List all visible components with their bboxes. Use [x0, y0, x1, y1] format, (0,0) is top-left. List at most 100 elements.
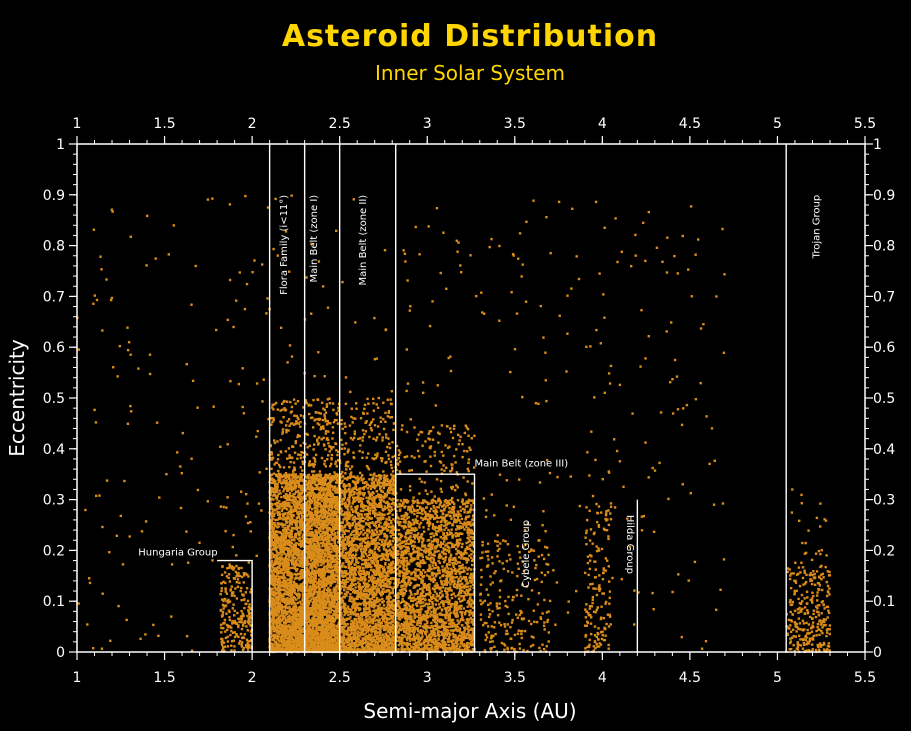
scatter-point: [278, 644, 281, 647]
scatter-point: [287, 502, 290, 505]
scatter-point: [326, 551, 329, 554]
scatter-point: [298, 606, 301, 609]
scatter-point: [300, 623, 303, 627]
scatter-point: [330, 499, 333, 502]
scatter-point: [273, 534, 276, 537]
scatter-point: [332, 603, 335, 606]
scatter-point: [280, 626, 284, 629]
scatter-point: [296, 586, 299, 589]
scatter-point: [335, 574, 339, 577]
scatter-point: [293, 649, 297, 653]
scatter-point: [332, 623, 336, 626]
scatter-point: [325, 423, 329, 426]
scatter-point: [297, 572, 300, 576]
scatter-point: [238, 574, 242, 578]
scatter-point: [297, 613, 300, 616]
scatter-point: [307, 568, 310, 572]
scatter-point: [308, 586, 311, 589]
scatter-point: [318, 552, 322, 555]
scatter-point: [277, 453, 280, 457]
scatter-point: [302, 593, 305, 596]
scatter-point: [285, 431, 288, 434]
scatter-point: [272, 648, 275, 651]
scatter-point: [276, 458, 280, 461]
scatter-point: [308, 504, 311, 507]
scatter-point: [247, 609, 250, 612]
scatter-point: [277, 566, 280, 569]
scatter-point: [299, 606, 302, 609]
scatter-point: [330, 574, 334, 577]
scatter-point: [284, 530, 287, 534]
scatter-point: [237, 624, 240, 627]
scatter-point: [247, 561, 250, 564]
scatter-point: [285, 533, 288, 537]
scatter-point: [248, 622, 251, 625]
scatter-point: [281, 408, 284, 411]
scatter-point: [284, 581, 288, 584]
scatter-point: [318, 641, 321, 644]
scatter-point: [233, 566, 236, 569]
scatter-point: [306, 582, 309, 585]
scatter-point: [297, 526, 300, 529]
scatter-point: [292, 580, 296, 584]
scatter-point: [273, 620, 276, 624]
scatter-point: [316, 640, 320, 643]
scatter-point: [272, 498, 275, 501]
scatter-point: [281, 428, 285, 431]
scatter-point: [306, 519, 309, 522]
scatter-point: [295, 642, 298, 645]
scatter-point: [317, 560, 320, 563]
scatter-point: [283, 538, 286, 541]
scatter-point: [306, 580, 309, 583]
scatter-point: [281, 585, 284, 588]
scatter-point: [296, 416, 299, 419]
scatter-point: [282, 518, 285, 521]
scatter-point: [286, 539, 289, 542]
scatter-point: [291, 586, 295, 589]
scatter-point: [221, 565, 224, 568]
scatter-point: [329, 479, 332, 482]
scatter-point: [329, 422, 332, 425]
scatter-point: [327, 430, 330, 433]
scatter-point: [221, 649, 224, 652]
scatter-point: [310, 527, 313, 530]
scatter-point: [300, 589, 303, 592]
scatter-point: [321, 483, 324, 487]
scatter-point: [321, 497, 324, 500]
scatter-point: [302, 478, 305, 481]
scatter-point: [276, 617, 279, 620]
scatter-point: [330, 632, 333, 635]
scatter-point: [333, 604, 337, 608]
scatter-point: [275, 498, 279, 501]
scatter-point: [288, 519, 292, 523]
scatter-point: [333, 599, 336, 603]
scatter-point: [297, 617, 300, 621]
scatter-point: [327, 474, 330, 477]
scatter-point: [269, 478, 273, 481]
scatter-point: [326, 625, 329, 629]
scatter-point: [320, 590, 324, 594]
scatter-point: [318, 591, 321, 594]
scatter-point: [322, 436, 325, 439]
scatter-point: [280, 636, 283, 639]
scatter-point: [301, 527, 305, 531]
scatter-point: [281, 619, 284, 622]
scatter-point: [331, 495, 334, 498]
scatter-point: [289, 508, 293, 511]
scatter-point: [292, 605, 296, 608]
scatter-point: [237, 567, 241, 570]
scatter-point: [300, 583, 303, 586]
scatter-point: [271, 420, 274, 424]
scatter-point: [275, 624, 278, 628]
scatter-point: [318, 516, 321, 519]
scatter-point: [315, 566, 318, 569]
scatter-point: [312, 596, 315, 600]
scatter-point: [292, 470, 295, 473]
scatter-point: [284, 537, 287, 540]
scatter-point: [273, 612, 277, 616]
scatter-point: [281, 617, 284, 621]
scatter-point: [321, 480, 324, 483]
scatter-point: [319, 475, 322, 479]
scatter-point: [246, 629, 249, 632]
scatter-point: [331, 488, 334, 491]
